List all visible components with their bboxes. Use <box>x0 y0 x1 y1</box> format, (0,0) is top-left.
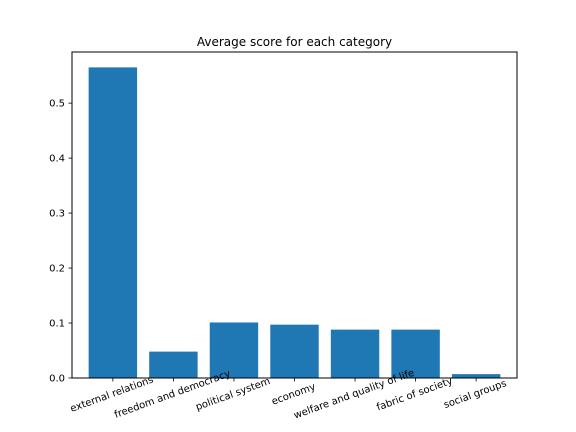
y-tick-label-3: 0.3 <box>49 209 65 220</box>
bar-5 <box>391 329 440 378</box>
y-axis: 0.0 0.1 0.2 0.3 0.4 0.5 <box>49 99 72 385</box>
x-tick-label-3: economy <box>270 382 317 408</box>
chart-title: Average score for each category <box>197 35 392 49</box>
bar-2 <box>209 322 259 378</box>
bar-1 <box>149 351 198 378</box>
y-tick-label-0: 0.0 <box>49 374 65 385</box>
y-tick-label-5: 0.5 <box>49 99 65 110</box>
y-tick-label-2: 0.2 <box>49 264 65 275</box>
bar-3 <box>270 324 319 378</box>
y-tick-label-4: 0.4 <box>49 154 65 165</box>
y-tick-label-1: 0.1 <box>49 319 65 330</box>
bar-4 <box>330 329 380 378</box>
bar-0 <box>88 67 138 378</box>
bar-6 <box>451 374 501 378</box>
bars-group <box>88 67 501 378</box>
